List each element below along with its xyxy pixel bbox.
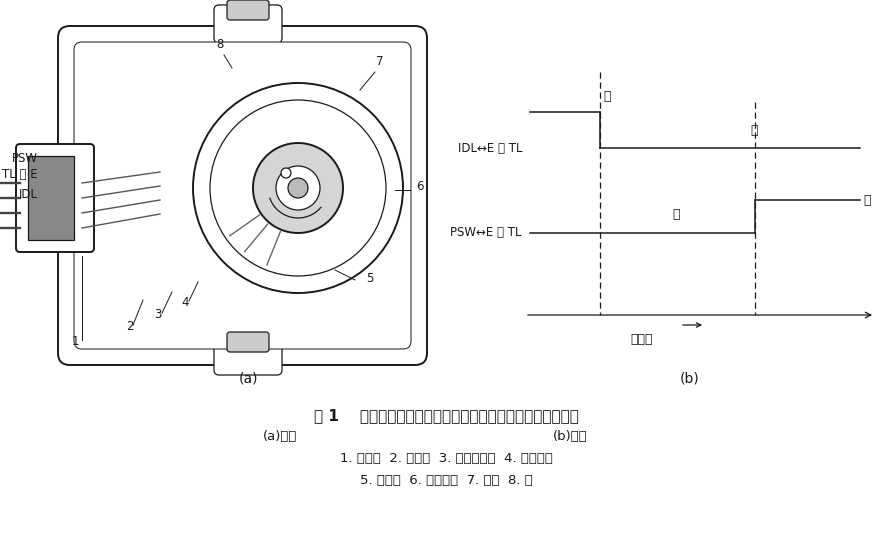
Text: (b): (b) xyxy=(680,371,700,385)
Text: 7: 7 xyxy=(376,55,384,68)
Text: 断: 断 xyxy=(672,208,680,221)
Text: 8: 8 xyxy=(216,38,223,51)
Bar xyxy=(28,156,74,240)
FancyBboxPatch shape xyxy=(58,26,427,365)
FancyBboxPatch shape xyxy=(16,144,94,252)
FancyBboxPatch shape xyxy=(74,42,411,349)
Text: 5: 5 xyxy=(366,272,373,285)
Circle shape xyxy=(253,143,343,233)
Text: 断: 断 xyxy=(750,123,757,137)
Text: PSW↔E 或 TL: PSW↔E 或 TL xyxy=(450,226,522,240)
Text: IDL: IDL xyxy=(19,188,38,201)
Text: PSW: PSW xyxy=(12,151,38,165)
Text: IDL↔E 或 TL: IDL↔E 或 TL xyxy=(457,141,522,155)
FancyBboxPatch shape xyxy=(214,337,282,375)
Text: 1. 连接器  2. 动触点  3. 全负荷触点  4. 怠速触点: 1. 连接器 2. 动触点 3. 全负荷触点 4. 怠速触点 xyxy=(339,452,553,465)
Text: 3: 3 xyxy=(154,308,162,321)
Text: 6: 6 xyxy=(416,180,424,193)
Text: (a)结构: (a)结构 xyxy=(263,430,297,443)
Text: 通: 通 xyxy=(863,193,871,206)
Text: (a): (a) xyxy=(238,371,258,385)
FancyBboxPatch shape xyxy=(214,5,282,43)
FancyBboxPatch shape xyxy=(227,0,269,20)
Circle shape xyxy=(281,168,291,178)
Text: 5. 控制臂  6. 节气门轴  7. 凸轮  8. 槽: 5. 控制臂 6. 节气门轴 7. 凸轮 8. 槽 xyxy=(360,474,532,487)
Text: 通: 通 xyxy=(603,90,611,103)
Text: 2: 2 xyxy=(126,320,134,333)
FancyBboxPatch shape xyxy=(227,332,269,352)
Text: 1: 1 xyxy=(71,335,79,348)
Text: (b)特性: (b)特性 xyxy=(553,430,588,443)
Circle shape xyxy=(288,178,308,198)
Text: TL 或 E: TL 或 E xyxy=(3,168,38,181)
Text: 4: 4 xyxy=(181,296,188,309)
Circle shape xyxy=(210,100,386,276)
Text: 图 1    开关量输出型节气门位置传感器的结构与电压输出信号: 图 1 开关量输出型节气门位置传感器的结构与电压输出信号 xyxy=(313,408,579,423)
Text: 节气门: 节气门 xyxy=(630,333,653,346)
Circle shape xyxy=(193,83,403,293)
Circle shape xyxy=(276,166,320,210)
